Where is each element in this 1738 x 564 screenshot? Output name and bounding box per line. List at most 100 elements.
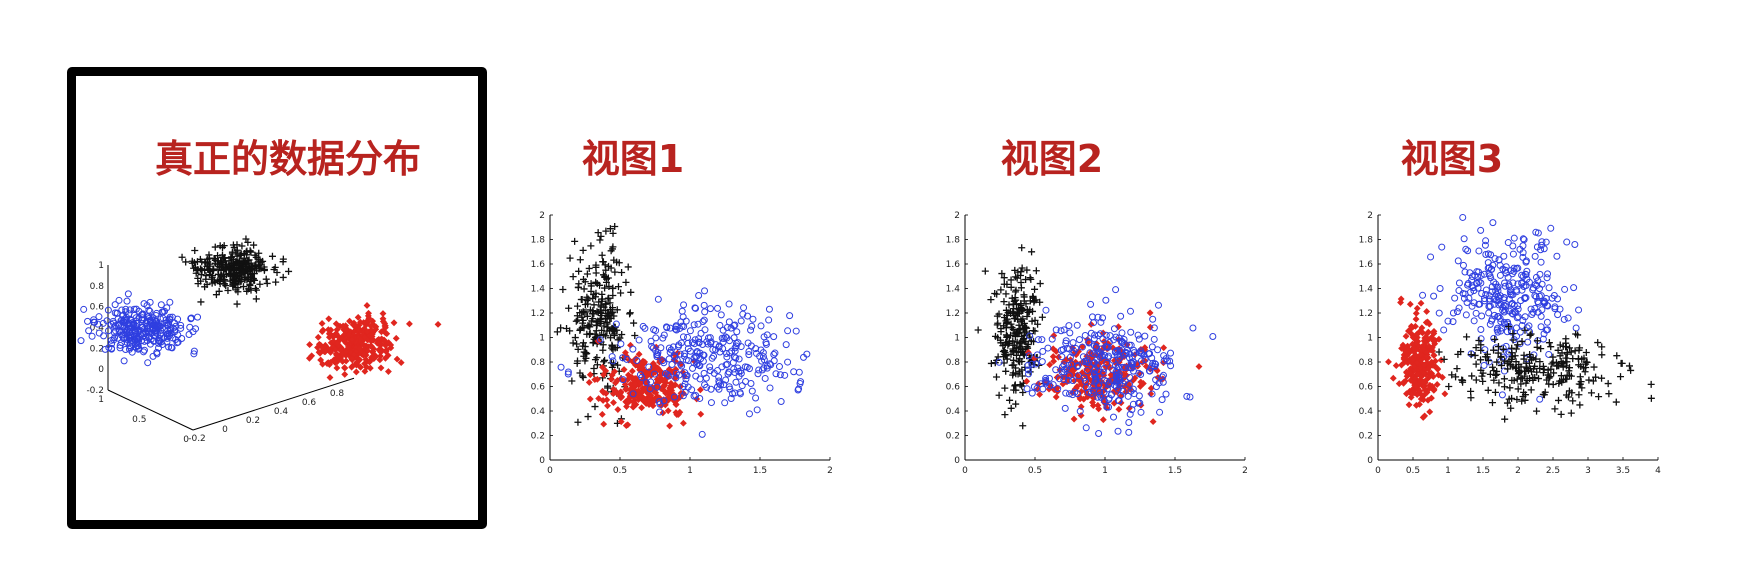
data-point-plus bbox=[1594, 339, 1602, 347]
data-point-diamond bbox=[611, 389, 619, 396]
y-tick-label: 1.4 bbox=[1359, 285, 1374, 295]
data-point-plus bbox=[1012, 400, 1020, 408]
data-point-plus bbox=[1582, 360, 1590, 368]
x-tick-label: 0 bbox=[1375, 466, 1381, 476]
data-point-diamond bbox=[630, 398, 638, 406]
data-point-circle bbox=[134, 335, 142, 343]
data-point-circle bbox=[772, 370, 780, 378]
data-point-circle bbox=[1454, 257, 1462, 265]
data-point-circle bbox=[1125, 354, 1133, 362]
data-point-plus bbox=[1017, 268, 1025, 276]
data-point-diamond bbox=[369, 348, 377, 355]
data-point-circle bbox=[1504, 350, 1512, 358]
data-point-circle bbox=[645, 363, 653, 371]
data-point-diamond bbox=[1403, 368, 1410, 376]
z-tick-label: 0.8 bbox=[90, 282, 105, 292]
data-point-diamond bbox=[585, 378, 593, 386]
data-point-diamond bbox=[365, 309, 372, 317]
data-point-plus bbox=[233, 252, 241, 260]
y-tick-label: 0.6 bbox=[946, 383, 961, 393]
data-point-plus bbox=[243, 251, 251, 259]
data-point-diamond bbox=[327, 348, 334, 356]
data-point-plus bbox=[1545, 380, 1553, 388]
data-point-diamond bbox=[1099, 416, 1107, 424]
data-point-circle bbox=[156, 337, 164, 345]
data-point-plus bbox=[1517, 363, 1525, 371]
data-point-plus bbox=[1013, 338, 1021, 346]
data-point-plus bbox=[593, 354, 601, 362]
data-point-circle bbox=[1531, 292, 1539, 300]
data-point-circle bbox=[1028, 360, 1036, 368]
data-point-circle bbox=[719, 326, 727, 334]
x-tick-label: 2.5 bbox=[1546, 466, 1560, 476]
data-point-plus bbox=[1012, 273, 1020, 281]
data-point-plus bbox=[203, 280, 211, 288]
data-point-circle bbox=[1461, 268, 1469, 276]
data-point-plus bbox=[1527, 330, 1535, 338]
data-point-circle bbox=[1073, 390, 1081, 398]
data-point-plus bbox=[1477, 356, 1485, 364]
data-point-circle bbox=[703, 383, 711, 391]
data-point-plus bbox=[268, 252, 276, 260]
z-tick-label: 0 bbox=[98, 365, 104, 375]
data-point-diamond bbox=[1146, 309, 1154, 317]
data-point-plus bbox=[1435, 348, 1443, 356]
y-tick-label: 1.2 bbox=[531, 309, 545, 319]
data-point-plus bbox=[1005, 301, 1013, 309]
data-point-plus bbox=[578, 324, 586, 332]
data-point-circle bbox=[1496, 271, 1504, 279]
data-point-plus bbox=[608, 363, 616, 371]
data-point-diamond bbox=[1416, 351, 1424, 359]
data-point-plus bbox=[1556, 352, 1564, 360]
data-point-circle bbox=[1081, 332, 1089, 340]
data-point-plus bbox=[1569, 397, 1577, 405]
data-point-diamond bbox=[382, 348, 390, 355]
data-point-plus bbox=[593, 308, 601, 316]
data-point-plus bbox=[580, 308, 588, 316]
data-point-circle bbox=[738, 382, 746, 390]
data-point-diamond bbox=[1046, 361, 1054, 369]
data-point-circle bbox=[733, 328, 741, 336]
data-point-plus bbox=[596, 236, 604, 244]
data-point-circle bbox=[701, 308, 709, 316]
data-point-circle bbox=[1095, 372, 1103, 380]
data-point-plus bbox=[205, 251, 213, 259]
data-point-circle bbox=[1478, 289, 1486, 297]
data-point-circle bbox=[1057, 327, 1065, 335]
data-point-circle bbox=[1449, 309, 1457, 317]
data-point-plus bbox=[250, 241, 258, 249]
data-point-circle bbox=[1115, 373, 1123, 381]
data-point-circle bbox=[1528, 311, 1536, 319]
data-point-diamond bbox=[383, 330, 391, 338]
data-point-plus bbox=[1038, 313, 1046, 321]
data-point-plus bbox=[583, 312, 591, 320]
data-point-plus bbox=[248, 263, 256, 271]
data-point-circle bbox=[724, 370, 732, 378]
data-point-plus bbox=[1546, 373, 1554, 381]
data-point-circle bbox=[1531, 252, 1539, 260]
data-point-plus bbox=[279, 273, 287, 281]
data-point-plus bbox=[1023, 313, 1031, 321]
data-point-circle bbox=[749, 315, 757, 323]
data-point-circle bbox=[164, 326, 172, 334]
data-point-plus bbox=[1575, 361, 1583, 369]
data-point-circle bbox=[178, 335, 186, 343]
z-tick-label: 0.4 bbox=[90, 324, 105, 334]
data-point-plus bbox=[1491, 335, 1499, 343]
data-point-plus bbox=[995, 310, 1003, 318]
data-point-plus bbox=[1002, 367, 1010, 375]
data-point-diamond bbox=[696, 386, 704, 394]
data-point-plus bbox=[1009, 345, 1017, 353]
data-point-plus bbox=[573, 340, 581, 348]
data-point-circle bbox=[995, 358, 1003, 366]
data-point-diamond bbox=[355, 325, 363, 333]
data-point-circle bbox=[1482, 291, 1490, 299]
data-point-circle bbox=[1532, 293, 1540, 301]
data-point-circle bbox=[1032, 360, 1040, 368]
x-tick-label: 2 bbox=[1242, 466, 1248, 476]
data-point-circle bbox=[143, 322, 151, 330]
data-point-diamond bbox=[635, 350, 643, 358]
data-point-circle bbox=[1485, 264, 1493, 272]
data-point-plus bbox=[1558, 360, 1566, 368]
data-point-plus bbox=[610, 256, 618, 264]
